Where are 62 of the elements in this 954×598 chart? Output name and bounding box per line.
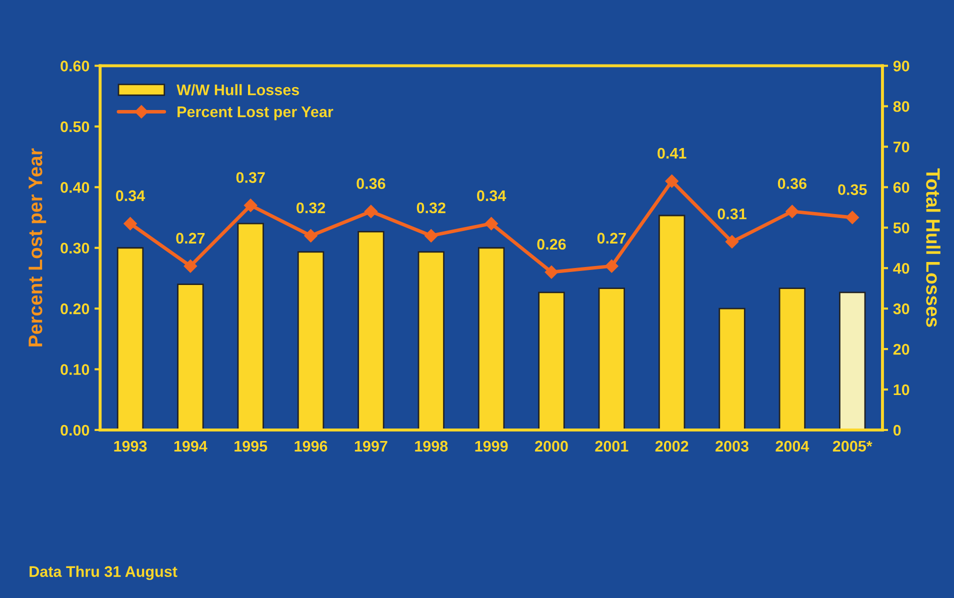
y2-tick-label: 70 (894, 142, 910, 152)
y2-tick-label: 80 (893, 101, 910, 112)
data-label: 0.41 (658, 148, 686, 159)
y-tick-label: 0.10 (60, 364, 90, 375)
x-tick-label: 1993 (114, 440, 147, 452)
legend-label: Percent Lost per Year (178, 106, 334, 120)
x-tick-label: 1999 (475, 440, 508, 452)
x-tick-label: 1996 (294, 440, 328, 452)
x-tick-label: 2004 (776, 440, 810, 452)
data-label: 0.27 (597, 232, 626, 244)
data-label: 0.37 (236, 172, 265, 183)
legend-label: W/W Hull Losses (176, 84, 300, 96)
data-label: 0.35 (838, 184, 867, 196)
data-label: 0.32 (296, 202, 326, 214)
point (184, 259, 198, 273)
point (364, 204, 378, 218)
data-label: 0.27 (176, 232, 205, 244)
x-tick-label: 2001 (595, 440, 628, 452)
y-axis-title: Percent Lost per Year (28, 148, 46, 346)
y-tick-label: 0.50 (60, 121, 90, 132)
y2-tick-label: 0 (893, 424, 901, 436)
point (786, 204, 799, 218)
data-label: 0.32 (416, 202, 446, 214)
x-tick-label: 1995 (234, 440, 268, 452)
point (304, 229, 318, 242)
point (605, 259, 618, 273)
y-tick-label: 0.40 (60, 182, 90, 193)
x-tick-label: 1997 (354, 440, 388, 452)
x-tick-label: 2002 (655, 440, 688, 452)
y2-tick-label: 20 (893, 344, 910, 355)
data-label: 0.36 (356, 178, 386, 190)
point (544, 266, 558, 279)
point (484, 217, 498, 230)
y2-tick-label: 60 (893, 182, 910, 193)
y-tick-label: 0.30 (60, 242, 90, 254)
y-tick-label: 0.60 (60, 60, 90, 72)
y2-tick-label: 10 (894, 384, 910, 396)
data-label: 0.31 (718, 208, 746, 220)
y-tick-label: 0.20 (60, 303, 90, 314)
point (665, 174, 678, 188)
x-tick-label: 1994 (174, 440, 208, 452)
point (124, 217, 137, 230)
x-tick-label: 2003 (716, 440, 748, 452)
point (424, 229, 438, 242)
point (244, 198, 258, 212)
text: Data Thru 31 August (30, 566, 178, 580)
y2-tick-label: 30 (893, 303, 910, 314)
y2-tick-label: 90 (893, 60, 910, 72)
y2-tick-label: 50 (893, 222, 910, 234)
y-tick-label: 0.00 (60, 424, 90, 436)
x-tick-label: 2000 (535, 440, 568, 452)
y2-tick-label: 40 (893, 262, 910, 274)
data-label: 0.34 (116, 190, 146, 202)
data-label: 0.26 (537, 238, 566, 250)
bar (839, 292, 866, 430)
x-tick-label: 1998 (415, 440, 448, 452)
data-label: 0.34 (477, 190, 506, 202)
data-label: 0.36 (778, 178, 807, 190)
x-tick-label: 2005* (832, 440, 872, 452)
y2-axis-title: Total Hull Losses (926, 168, 940, 327)
point (725, 235, 739, 248)
point (846, 210, 859, 224)
